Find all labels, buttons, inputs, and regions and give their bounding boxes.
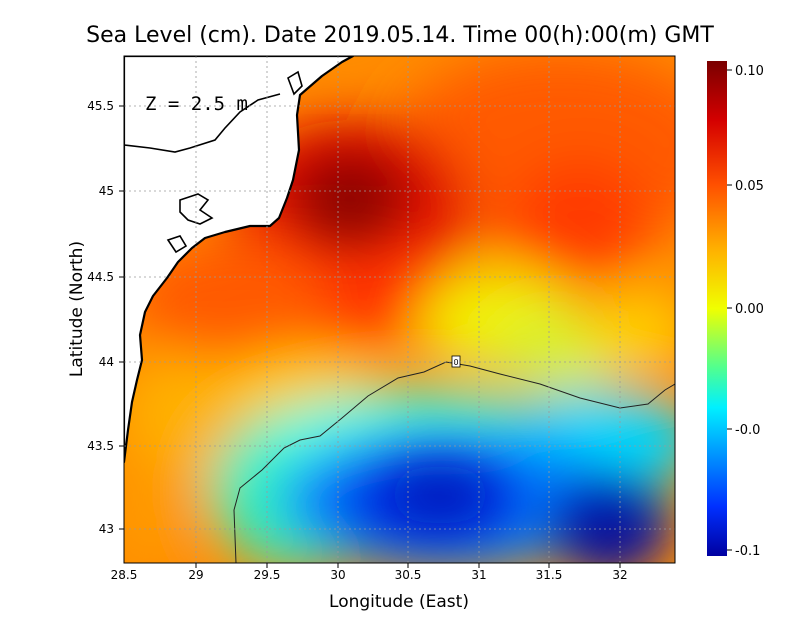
colorbar: 0.10 0.05 0.00 -0.0 -0.1 xyxy=(707,61,764,559)
zero-contour: 0 xyxy=(233,355,675,563)
colorbar-label: -0.1 xyxy=(735,544,760,559)
lagoon xyxy=(179,193,214,225)
sea-level-heatmap xyxy=(124,56,675,563)
x-axis-label: Longitude (East) xyxy=(329,592,469,612)
gridlines xyxy=(124,56,675,563)
x-tick-label: 31 xyxy=(471,568,486,582)
x-tick-label: 30.5 xyxy=(395,568,422,582)
contour-label-box xyxy=(451,355,461,368)
colorbar-label: 0.05 xyxy=(735,179,764,194)
x-tick-label: 30 xyxy=(330,568,345,582)
depth-label: Z = 2.5 m xyxy=(145,93,248,115)
islet xyxy=(287,70,303,96)
x-tick-label: 29 xyxy=(188,568,203,582)
river xyxy=(124,93,281,153)
colorbar-label: -0.0 xyxy=(735,423,760,438)
x-tick-label: 32 xyxy=(612,568,627,582)
y-tick-label: 45.5 xyxy=(87,99,114,113)
y-axis-label: Latitude (North) xyxy=(67,241,87,377)
x-tick-label: 31.5 xyxy=(536,568,563,582)
y-tick-label: 45 xyxy=(99,184,114,198)
coastline xyxy=(124,56,355,464)
colorbar-gradient xyxy=(707,61,727,556)
y-tick-label: 43.5 xyxy=(87,439,114,453)
figure-title: Sea Level (cm). Date 2019.05.14. Time 00… xyxy=(86,23,714,48)
lake xyxy=(166,235,188,254)
x-tick-label: 29.5 xyxy=(254,568,281,582)
land-mask xyxy=(124,56,355,464)
y-tick-label: 44.5 xyxy=(87,270,114,284)
contour-label: 0 xyxy=(453,358,458,367)
colorbar-label: 0.00 xyxy=(735,302,764,317)
x-tick-labels: 28.5 29 29.5 30 30.5 31 31.5 32 xyxy=(111,568,628,582)
contour-line-zero xyxy=(233,361,675,563)
y-tick-label: 43 xyxy=(99,522,114,536)
colorbar-label: 0.10 xyxy=(735,64,764,79)
y-axis-ticks xyxy=(119,105,124,530)
y-tick-label: 44 xyxy=(99,355,114,369)
plot-frame xyxy=(123,55,676,564)
x-tick-label: 28.5 xyxy=(111,568,138,582)
y-tick-labels: 43 43.5 44 44.5 45 45.5 xyxy=(87,99,114,536)
x-axis-ticks xyxy=(195,563,621,568)
